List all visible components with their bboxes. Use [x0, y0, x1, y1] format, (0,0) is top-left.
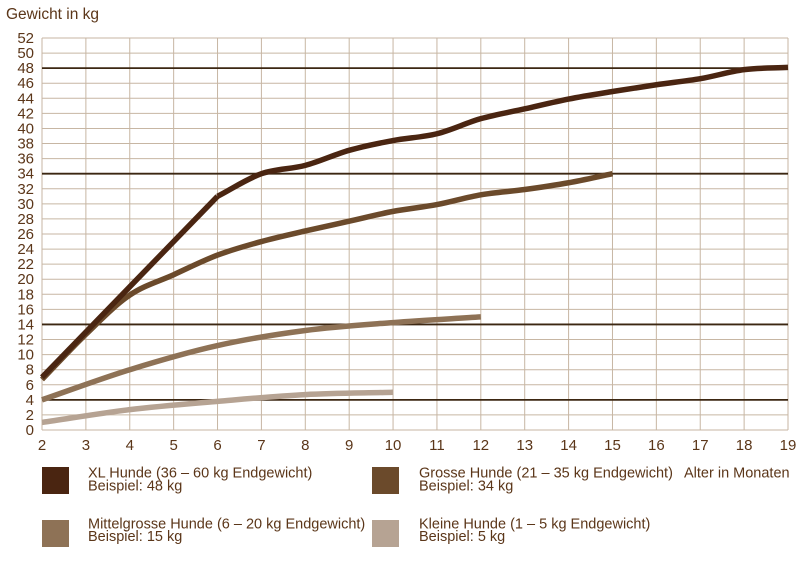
svg-text:5: 5 — [169, 437, 177, 454]
svg-text:50: 50 — [17, 45, 34, 62]
svg-text:Beispiel: 5 kg: Beispiel: 5 kg — [419, 529, 505, 545]
svg-text:Alter in Monaten: Alter in Monaten — [684, 465, 790, 481]
svg-text:22: 22 — [17, 256, 34, 273]
svg-text:3: 3 — [82, 437, 90, 454]
svg-text:Beispiel: 34 kg: Beispiel: 34 kg — [419, 479, 513, 495]
svg-text:16: 16 — [17, 301, 34, 318]
svg-text:2: 2 — [26, 407, 34, 424]
svg-text:10: 10 — [385, 437, 402, 454]
svg-text:46: 46 — [17, 75, 34, 92]
svg-text:18: 18 — [17, 286, 34, 303]
svg-text:12: 12 — [17, 332, 34, 349]
svg-text:8: 8 — [301, 437, 309, 454]
svg-text:17: 17 — [692, 437, 709, 454]
svg-text:13: 13 — [516, 437, 533, 454]
svg-text:32: 32 — [17, 181, 34, 198]
svg-text:10: 10 — [17, 347, 34, 364]
svg-text:42: 42 — [17, 105, 34, 122]
svg-text:26: 26 — [17, 226, 34, 243]
svg-text:24: 24 — [17, 241, 34, 258]
svg-text:6: 6 — [213, 437, 221, 454]
svg-text:36: 36 — [17, 151, 34, 168]
svg-text:52: 52 — [17, 30, 34, 47]
svg-text:14: 14 — [560, 437, 577, 454]
svg-text:0: 0 — [26, 422, 34, 439]
svg-text:28: 28 — [17, 211, 34, 228]
svg-text:48: 48 — [17, 60, 34, 77]
svg-text:8: 8 — [26, 362, 34, 379]
svg-text:20: 20 — [17, 271, 34, 288]
svg-text:15: 15 — [604, 437, 621, 454]
svg-text:7: 7 — [257, 437, 265, 454]
svg-text:40: 40 — [17, 120, 34, 137]
svg-text:Gewicht in kg: Gewicht in kg — [6, 6, 99, 23]
svg-text:11: 11 — [429, 437, 445, 454]
svg-text:Beispiel: 48 kg: Beispiel: 48 kg — [88, 479, 182, 495]
svg-text:2: 2 — [38, 437, 46, 454]
svg-text:4: 4 — [126, 437, 134, 454]
svg-text:19: 19 — [780, 437, 797, 454]
svg-text:12: 12 — [472, 437, 489, 454]
svg-text:34: 34 — [17, 166, 34, 183]
svg-text:44: 44 — [17, 90, 34, 107]
svg-text:38: 38 — [17, 136, 34, 153]
svg-text:14: 14 — [17, 316, 34, 333]
svg-text:Beispiel: 15 kg: Beispiel: 15 kg — [88, 529, 182, 545]
svg-text:30: 30 — [17, 196, 34, 213]
svg-text:9: 9 — [345, 437, 353, 454]
svg-text:4: 4 — [26, 392, 34, 409]
svg-text:18: 18 — [736, 437, 753, 454]
svg-text:6: 6 — [26, 377, 34, 394]
svg-text:16: 16 — [648, 437, 665, 454]
